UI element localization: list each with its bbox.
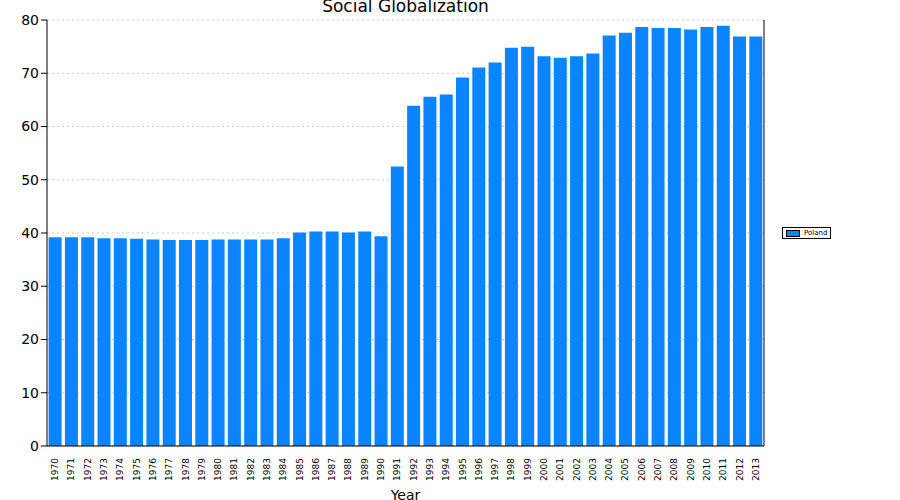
svg-text:Year: Year bbox=[390, 487, 421, 500]
svg-text:1992: 1992 bbox=[409, 458, 419, 481]
svg-text:2002: 2002 bbox=[572, 458, 582, 481]
svg-text:1996: 1996 bbox=[474, 458, 484, 481]
svg-text:2012: 2012 bbox=[735, 458, 745, 481]
svg-text:1988: 1988 bbox=[343, 458, 353, 481]
svg-text:1980: 1980 bbox=[213, 458, 223, 481]
svg-text:80: 80 bbox=[21, 12, 39, 28]
svg-text:1998: 1998 bbox=[506, 458, 516, 481]
svg-text:10: 10 bbox=[21, 385, 39, 401]
svg-text:1982: 1982 bbox=[246, 458, 256, 481]
svg-text:2009: 2009 bbox=[686, 458, 696, 481]
svg-text:20: 20 bbox=[21, 331, 39, 347]
svg-text:1976: 1976 bbox=[148, 458, 158, 481]
svg-text:1994: 1994 bbox=[441, 458, 451, 481]
svg-text:1989: 1989 bbox=[360, 458, 370, 481]
svg-text:1973: 1973 bbox=[99, 458, 109, 481]
svg-text:1985: 1985 bbox=[295, 458, 305, 481]
svg-text:0: 0 bbox=[30, 438, 39, 454]
svg-text:1975: 1975 bbox=[132, 458, 142, 481]
svg-text:2010: 2010 bbox=[702, 458, 712, 481]
svg-text:2003: 2003 bbox=[588, 458, 598, 481]
svg-text:2004: 2004 bbox=[604, 458, 614, 481]
svg-text:1983: 1983 bbox=[262, 458, 272, 481]
svg-text:1984: 1984 bbox=[278, 458, 288, 481]
svg-text:70: 70 bbox=[21, 65, 39, 81]
svg-text:1981: 1981 bbox=[229, 458, 239, 481]
svg-text:1986: 1986 bbox=[311, 458, 321, 481]
svg-text:1987: 1987 bbox=[327, 458, 337, 481]
svg-text:1997: 1997 bbox=[490, 458, 500, 481]
svg-text:1999: 1999 bbox=[523, 458, 533, 481]
svg-text:1971: 1971 bbox=[66, 458, 76, 481]
svg-text:2007: 2007 bbox=[653, 458, 663, 481]
svg-text:50: 50 bbox=[21, 172, 39, 188]
svg-text:30: 30 bbox=[21, 278, 39, 294]
svg-text:2011: 2011 bbox=[718, 458, 728, 481]
svg-text:1991: 1991 bbox=[392, 458, 402, 481]
svg-text:1974: 1974 bbox=[115, 458, 125, 481]
svg-text:2006: 2006 bbox=[637, 458, 647, 481]
svg-text:1995: 1995 bbox=[458, 458, 468, 481]
svg-text:1990: 1990 bbox=[376, 458, 386, 481]
html-text:Poland: Poland bbox=[804, 229, 828, 237]
svg-text:2000: 2000 bbox=[539, 458, 549, 481]
svg-text:40: 40 bbox=[21, 225, 39, 241]
svg-text:2008: 2008 bbox=[669, 458, 679, 481]
svg-text:1970: 1970 bbox=[50, 458, 60, 481]
svg-text:1977: 1977 bbox=[164, 458, 174, 481]
svg-text:2005: 2005 bbox=[620, 458, 630, 481]
svg-text:1993: 1993 bbox=[425, 458, 435, 481]
svg-text:1978: 1978 bbox=[181, 458, 191, 481]
svg-text:2013: 2013 bbox=[751, 458, 761, 481]
svg-text:60: 60 bbox=[21, 118, 39, 134]
svg-text:2001: 2001 bbox=[555, 458, 565, 481]
svg-text:1972: 1972 bbox=[83, 458, 93, 481]
svg-text:1979: 1979 bbox=[197, 458, 207, 481]
